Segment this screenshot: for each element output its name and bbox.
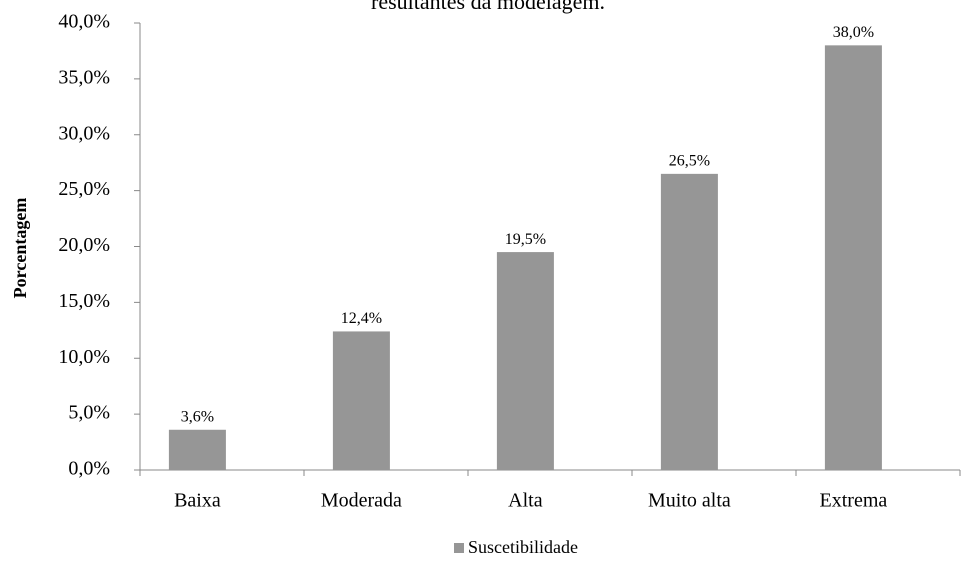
x-tick-label: Extrema (820, 490, 888, 512)
y-tick-label: 20,0% (58, 234, 110, 256)
y-tick-label: 35,0% (58, 66, 110, 88)
x-tick-label: Moderada (321, 490, 402, 512)
value-label: 19,5% (505, 231, 546, 248)
bar (168, 429, 226, 470)
bar (332, 331, 390, 470)
value-label: 38,0% (833, 24, 874, 41)
value-label: 26,5% (669, 153, 710, 170)
x-tick-label: Baixa (174, 490, 221, 512)
x-tick-label: Alta (508, 490, 543, 512)
y-tick-label: 0,0% (68, 458, 110, 480)
y-axis-label: Porcentagem (10, 198, 30, 299)
bar (824, 45, 882, 470)
value-label: 12,4% (341, 310, 382, 327)
bar (496, 252, 554, 470)
y-tick-label: 25,0% (58, 178, 110, 200)
chart-title: resultantes da modelagem. (371, 0, 605, 14)
x-tick-label: Muito alta (648, 490, 731, 512)
y-tick-label: 5,0% (68, 402, 110, 424)
y-tick-label: 15,0% (58, 290, 110, 312)
y-tick-label: 10,0% (58, 346, 110, 368)
y-tick-label: 40,0% (58, 11, 110, 33)
bar (660, 173, 718, 471)
value-label: 3,6% (181, 408, 214, 425)
legend-swatch (454, 543, 464, 553)
y-tick-label: 30,0% (58, 122, 110, 144)
legend-label: Suscetibilidade (468, 537, 578, 557)
